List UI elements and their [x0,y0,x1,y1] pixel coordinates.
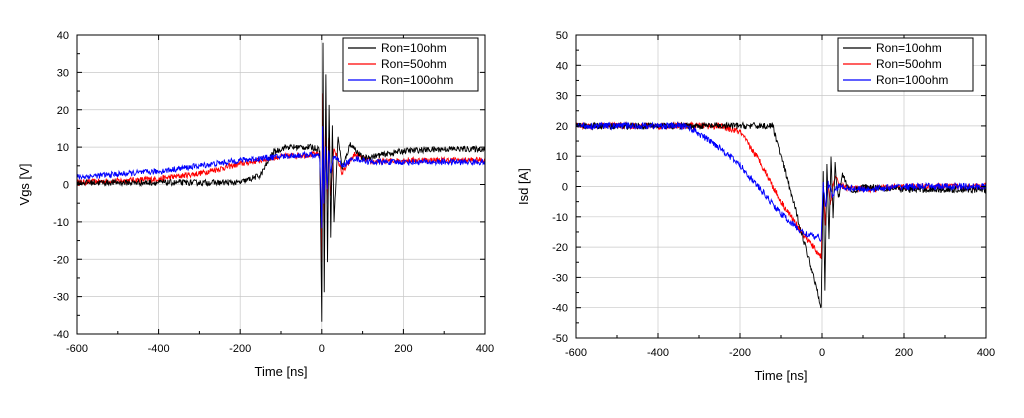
y-tick-label: 40 [57,30,69,42]
x-tick-label: 0 [819,347,825,359]
y-tick-label: 30 [57,67,69,79]
x-axis-label: Time [ns] [755,368,808,383]
y-tick-label: 50 [556,30,568,42]
x-tick-label: 0 [319,343,325,355]
y-axis-label: Vgs [V] [17,164,32,206]
series-line [576,121,986,242]
y-tick-label: -20 [53,254,69,266]
legend: Ron=10ohm Ron=50ohm Ron=100ohm [342,37,479,92]
series-line [77,42,485,322]
legend: Ron=10ohm Ron=50ohm Ron=100ohm [837,37,974,92]
y-tick-label: 0 [562,182,568,194]
legend-label: Ron=10ohm [381,41,447,55]
x-tick-label: -600 [66,343,88,355]
y-tick-label: 20 [57,105,69,117]
x-tick-label: -400 [647,347,669,359]
y-tick-label: 0 [63,180,69,192]
y-tick-label: -50 [552,333,568,345]
y-tick-label: -30 [552,272,568,284]
x-tick-label: -200 [729,347,751,359]
series-group [77,42,485,322]
series-line [77,126,485,229]
x-tick-label: 400 [977,347,995,359]
legend-label: Ron=10ohm [876,41,942,55]
y-tick-label: 10 [556,151,568,163]
y-tick-label: -40 [552,303,568,315]
series-line [77,93,485,263]
chart-panel: -600 -400 -200 0 200 400 -40 -30 -20 -10 0 10 20 30 40… [17,30,494,379]
chart-panel: -600 -400 -200 0 200 400 -50 -40 -30 -20 -10 0 10 20 3… [516,30,995,383]
legend-label: Ron=100ohm [876,73,948,87]
x-tick-label: -600 [565,347,587,359]
y-axis-label: Isd [A] [516,168,531,205]
y-tick-label: -30 [53,292,69,304]
y-tick-label: -10 [552,212,568,224]
x-axis-label: Time [ns] [255,364,308,379]
y-tick-label: 20 [556,121,568,133]
legend-label: Ron=100ohm [381,73,453,87]
y-tick-label: -20 [552,242,568,254]
legend-label: Ron=50ohm [876,57,942,71]
y-tick-label: 30 [556,91,568,103]
x-tick-label: 200 [895,347,913,359]
y-tick-label: 40 [556,60,568,72]
legend-label: Ron=50ohm [381,57,447,71]
x-tick-label: -400 [148,343,170,355]
x-tick-label: 200 [394,343,412,355]
series-group [576,121,986,309]
y-tick-label: 10 [57,142,69,154]
x-tick-label: -200 [229,343,251,355]
y-tick-label: -40 [53,329,69,341]
y-tick-label: -10 [53,217,69,229]
x-tick-label: 400 [476,343,494,355]
